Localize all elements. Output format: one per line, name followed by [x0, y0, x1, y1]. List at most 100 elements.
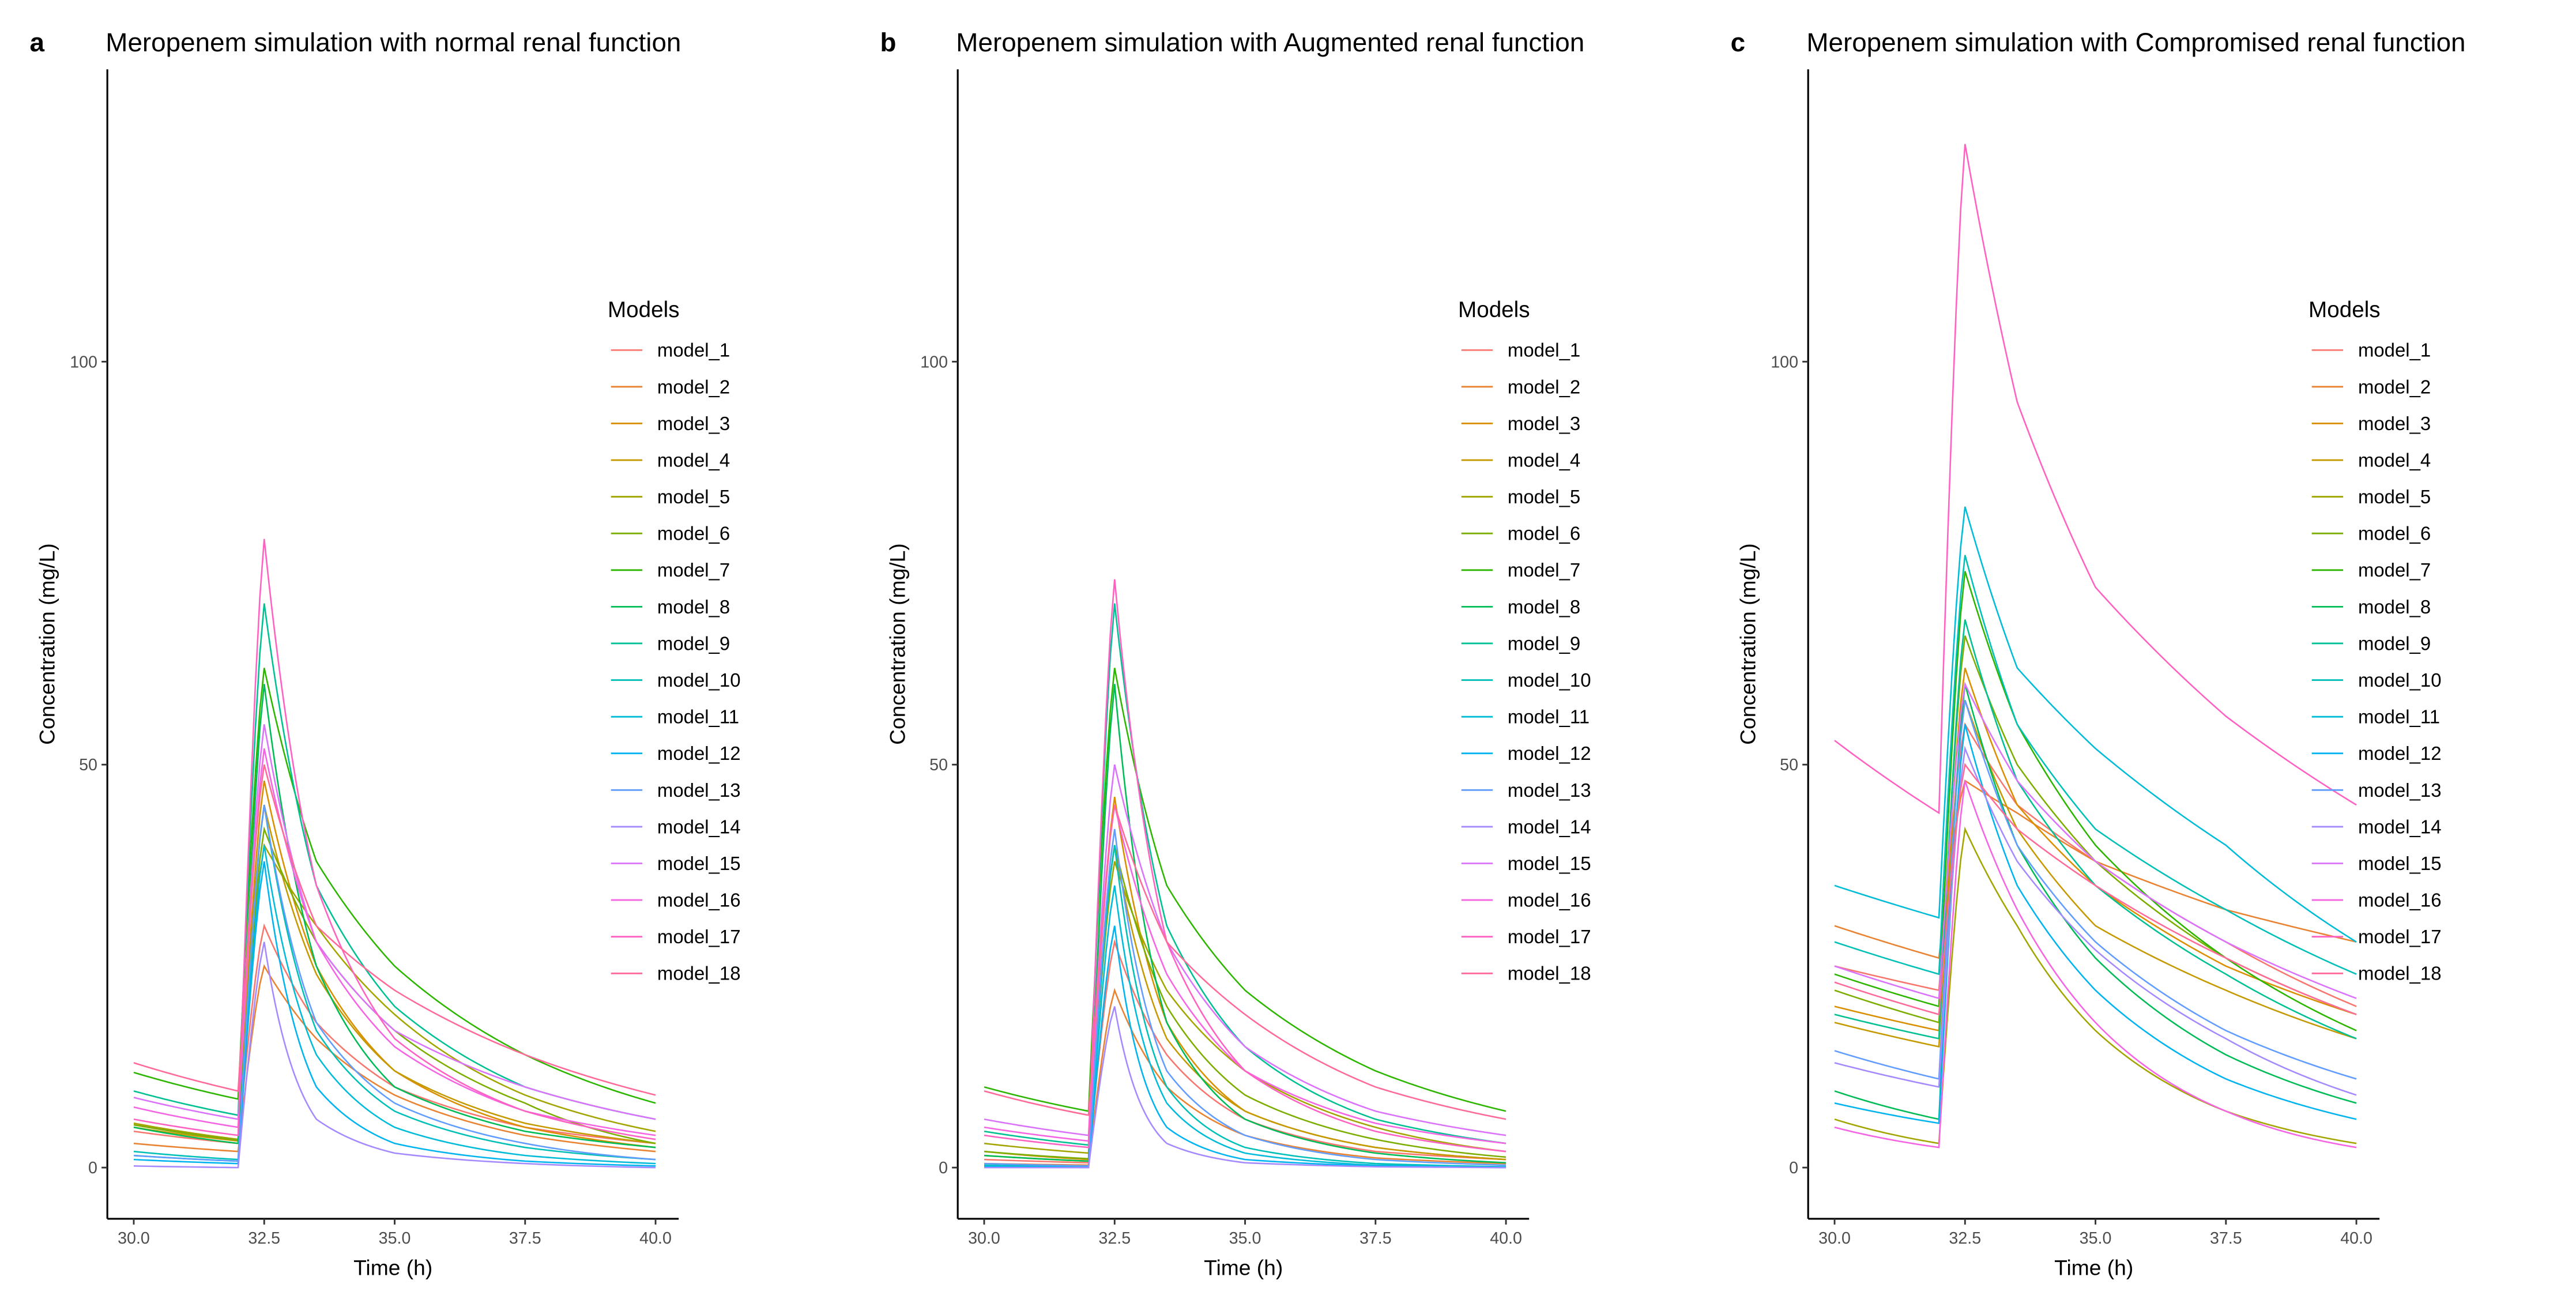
series-line-model_14 [984, 1006, 1507, 1169]
series-line-model_8 [133, 684, 656, 1148]
series-line-model_13 [984, 829, 1507, 1167]
series-line-model_16 [984, 804, 1507, 1144]
legend-label: model_13 [1508, 779, 1591, 801]
legend-label: model_16 [2358, 890, 2442, 911]
legend-label: model_18 [657, 963, 741, 984]
series-line-model_15 [133, 724, 656, 1120]
legend: Models model_1 model_2 model_3 model_4 model_… [608, 297, 741, 984]
series-line-model_6 [984, 845, 1507, 1160]
chart-title: Meropenem simulation with Compromised re… [1806, 28, 2465, 57]
legend-label: model_4 [2358, 449, 2431, 470]
legend: Models model_1 model_2 model_3 model_4 model_… [1458, 297, 1591, 984]
x-tick-label: 30.0 [968, 1229, 1000, 1248]
x-tick-label: 37.5 [509, 1229, 541, 1248]
panel-b: b Meropenem simulation with Augmented ren… [880, 28, 1591, 1280]
legend-label: model_16 [1508, 890, 1591, 911]
series-line-model_1 [984, 939, 1507, 1164]
legend-label: model_9 [2358, 632, 2431, 654]
legend-label: model_2 [657, 376, 730, 397]
y-axis-title: Concentration (mg/L) [886, 543, 910, 745]
legend-label: model_10 [657, 669, 741, 691]
legend-label: model_12 [2358, 743, 2442, 764]
x-tick-label: 35.0 [1229, 1229, 1261, 1248]
legend-label: model_9 [1508, 632, 1580, 654]
series-line-model_16 [133, 748, 656, 1136]
legend-label: model_1 [657, 340, 730, 361]
series-line-model_4 [984, 845, 1507, 1162]
legend-label: model_3 [1508, 413, 1580, 434]
series-line-model_3 [1834, 668, 2357, 1032]
series-line-model_18 [133, 764, 656, 1096]
series-line-model_13 [1834, 700, 2357, 1080]
series-line-model_7 [1834, 571, 2357, 1031]
x-axis-title: Time (h) [353, 1255, 432, 1279]
series-line-model_13 [133, 804, 656, 1162]
series-line-model_11 [133, 845, 656, 1165]
x-tick-label: 30.0 [1818, 1229, 1851, 1248]
plot-lines [984, 579, 1507, 1169]
x-axis-title: Time (h) [2054, 1255, 2133, 1279]
series-line-model_16 [1834, 780, 2357, 1148]
legend-label: model_1 [1508, 340, 1580, 361]
series-line-model_4 [133, 804, 656, 1144]
panel-letter: c [1731, 28, 1745, 57]
legend-label: model_10 [2358, 669, 2442, 691]
legend-label: model_8 [1508, 596, 1580, 617]
legend-label: model_18 [1508, 963, 1591, 984]
chart-title: Meropenem simulation with normal renal f… [106, 28, 681, 57]
y-tick-label: 50 [929, 756, 948, 774]
legend-label: model_3 [657, 413, 730, 434]
series-line-model_9 [133, 603, 656, 1120]
panel-letter: a [30, 28, 45, 57]
plot-lines [1834, 144, 2357, 1148]
legend-label: model_14 [657, 816, 741, 837]
series-line-model_7 [133, 668, 656, 1104]
series-line-model_14 [133, 942, 656, 1169]
legend-label: model_15 [2358, 853, 2442, 874]
series-line-model_2 [133, 964, 656, 1153]
legend-title: Models [1458, 297, 1530, 322]
series-line-model_7 [984, 668, 1507, 1112]
y-tick-label: 100 [1771, 353, 1798, 371]
y-tick-label: 0 [939, 1159, 948, 1177]
legend-label: model_7 [657, 559, 730, 581]
legend-label: model_12 [657, 743, 741, 764]
y-axis-title: Concentration (mg/L) [1736, 543, 1760, 745]
x-tick-label: 37.5 [1359, 1229, 1392, 1248]
legend-label: model_11 [657, 706, 739, 728]
chart-title: Meropenem simulation with Augmented rena… [956, 28, 1584, 57]
x-tick-label: 40.0 [639, 1229, 672, 1248]
legend-label: model_14 [1508, 816, 1591, 837]
legend-label: model_9 [657, 632, 730, 654]
legend-label: model_11 [1508, 706, 1590, 728]
series-line-model_5 [984, 861, 1507, 1154]
series-line-model_3 [133, 780, 656, 1148]
legend-label: model_5 [657, 486, 730, 507]
series-line-model_4 [1834, 699, 2357, 1048]
y-tick-label: 100 [70, 353, 97, 371]
y-tick-label: 0 [88, 1159, 97, 1177]
legend-label: model_3 [2358, 413, 2431, 434]
series-line-model_14 [1834, 745, 2357, 1096]
series-line-model_15 [1834, 681, 2357, 1000]
legend-label: model_7 [2358, 559, 2431, 581]
series-line-model_5 [133, 843, 656, 1140]
series-line-model_6 [133, 826, 656, 1144]
series-line-model_12 [1834, 724, 2357, 1124]
legend-label: model_8 [2358, 596, 2431, 617]
x-tick-label: 40.0 [2340, 1229, 2372, 1248]
x-tick-label: 35.0 [2080, 1229, 2112, 1248]
legend-label: model_2 [1508, 376, 1580, 397]
legend-label: model_4 [1508, 449, 1580, 470]
y-tick-label: 0 [1789, 1159, 1798, 1177]
panel-a: a Meropenem simulation with normal renal … [30, 28, 741, 1280]
series-line-model_17 [1834, 144, 2357, 815]
x-tick-label: 30.0 [118, 1229, 150, 1248]
legend-label: model_4 [657, 449, 730, 470]
y-axis-title: Concentration (mg/L) [35, 543, 59, 745]
series-line-model_8 [1834, 684, 2357, 1120]
series-line-model_12 [133, 861, 656, 1167]
legend-label: model_12 [1508, 743, 1591, 764]
series-line-model_8 [984, 684, 1507, 1164]
legend-label: model_10 [1508, 669, 1591, 691]
